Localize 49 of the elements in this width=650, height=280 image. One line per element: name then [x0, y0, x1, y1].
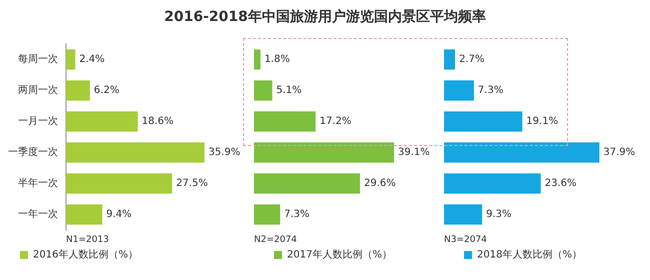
bar — [66, 142, 204, 163]
bar — [66, 111, 138, 132]
bar — [66, 49, 76, 70]
data-label: 5.1% — [276, 85, 302, 96]
bar — [254, 80, 272, 101]
data-label: 37.9% — [603, 147, 636, 158]
bar — [444, 204, 482, 225]
bar — [66, 80, 90, 101]
y-tick-label: 一年一次 — [18, 208, 58, 220]
data-label: 27.5% — [176, 178, 208, 190]
bar — [254, 142, 394, 163]
bar — [254, 204, 280, 225]
bar — [254, 49, 260, 70]
data-label: 1.8% — [264, 54, 290, 66]
legend-label: 2016年人数比例（%） — [33, 248, 138, 261]
data-label: 35.9% — [208, 147, 240, 158]
data-label: 6.2% — [94, 85, 120, 96]
data-label: 9.4% — [106, 209, 132, 220]
bar — [66, 204, 102, 225]
data-label: 19.1% — [526, 116, 558, 128]
text: 2016-2018年中国旅游用户游览国内景区平均频率 — [163, 8, 487, 27]
data-label: 2.7% — [459, 54, 484, 66]
bar — [66, 173, 172, 194]
bar — [444, 173, 541, 194]
data-label: 7.3% — [478, 85, 504, 96]
y-tick-label: 两周一次 — [18, 85, 58, 96]
data-label: 18.6% — [142, 116, 174, 128]
y-tick-label: 一季度一次 — [8, 146, 58, 158]
bar — [444, 80, 474, 101]
y-tick-label: 每周一次 — [18, 53, 58, 66]
y-tick-label: 一月一次 — [18, 116, 58, 128]
bar — [254, 173, 360, 194]
bar — [444, 49, 456, 70]
data-label: 39.1% — [398, 147, 430, 158]
text: N1=2013 — [66, 234, 109, 245]
data-label: 23.6% — [544, 178, 577, 190]
bar — [444, 142, 600, 163]
text: N3=2074 — [444, 234, 488, 245]
bar — [254, 111, 316, 132]
y-tick-label: 半年一次 — [18, 177, 58, 190]
data-label: 17.2% — [320, 116, 352, 128]
text: N2=2074 — [254, 234, 298, 245]
legend-label: 2017年人数比例（%） — [287, 248, 392, 261]
data-label: 7.3% — [284, 209, 310, 220]
data-label: 29.6% — [364, 178, 396, 190]
data-label: 9.3% — [486, 209, 512, 220]
legend-label: 2018年人数比例（%） — [477, 248, 582, 261]
bar — [444, 111, 522, 132]
data-label: 2.4% — [79, 54, 105, 66]
